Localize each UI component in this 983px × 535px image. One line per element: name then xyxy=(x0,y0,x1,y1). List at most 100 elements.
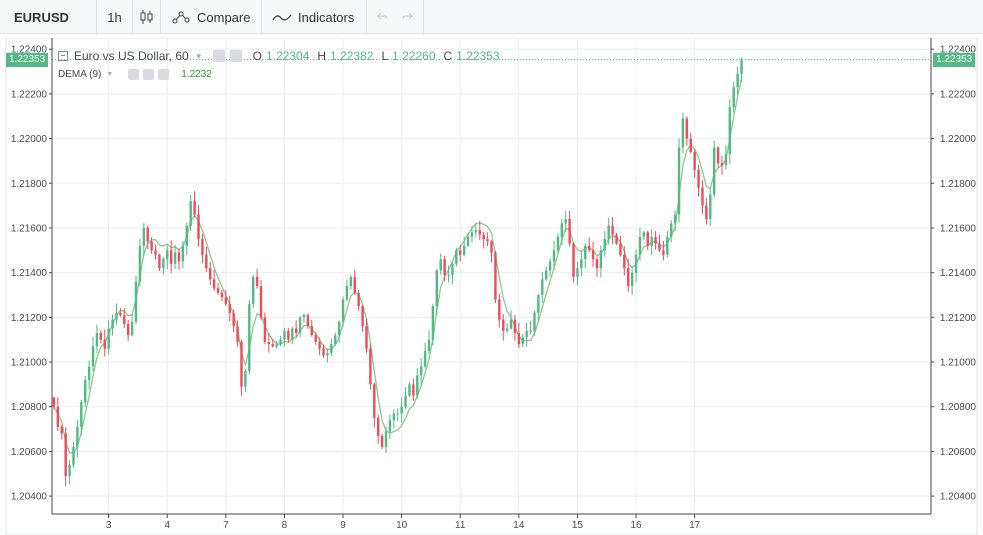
last-price-tag-right: 1.22353 xyxy=(933,53,975,67)
candle-body xyxy=(381,436,383,447)
x-tick-label: 7 xyxy=(223,520,229,531)
candle-body xyxy=(334,335,336,344)
candle-body xyxy=(225,297,227,304)
series-menu-caret-icon[interactable]: ▼ xyxy=(195,52,203,61)
y-tick-label-left: 1.22200 xyxy=(11,89,48,100)
y-tick-label-left: 1.20600 xyxy=(11,447,48,458)
open-label: O xyxy=(253,49,262,63)
indicator-legend[interactable]: DEMA (9) ▼ 1.2232 xyxy=(58,69,212,80)
candle-body xyxy=(475,230,477,232)
candle-body xyxy=(424,351,426,367)
x-tick-label: 8 xyxy=(282,520,288,531)
symbol-search[interactable]: EURUSD xyxy=(0,0,97,34)
y-tick-label-left: 1.21600 xyxy=(11,223,48,234)
redo-icon[interactable] xyxy=(402,12,413,22)
chart-type-button[interactable] xyxy=(133,0,161,34)
candle-body xyxy=(502,320,504,331)
candle-body xyxy=(193,201,195,214)
candle-body xyxy=(57,407,59,427)
candle-body xyxy=(295,329,297,333)
candles-icon xyxy=(139,9,155,25)
candle-body xyxy=(346,286,348,299)
candle-body xyxy=(240,342,242,387)
candle-body xyxy=(416,375,418,395)
candle-body xyxy=(232,313,234,326)
indicator-settings-icon[interactable] xyxy=(143,69,154,80)
candle-body xyxy=(100,333,102,340)
candle-body xyxy=(721,163,723,165)
price-chart[interactable]: 1.22400 1.22200 1.22000 1.21800 1.21600 1.214… xyxy=(0,38,983,535)
candle-body xyxy=(393,413,395,420)
undo-icon[interactable] xyxy=(377,12,388,22)
candle-body xyxy=(236,326,238,342)
collapse-legend-icon[interactable] xyxy=(58,51,68,61)
candle-body xyxy=(553,250,555,261)
candle-body xyxy=(682,118,684,147)
candle-body xyxy=(701,188,703,206)
indicator-menu-caret-icon[interactable]: ▼ xyxy=(106,71,113,78)
candle-body xyxy=(186,226,188,246)
candle-body xyxy=(88,367,90,380)
low-label: L xyxy=(381,49,388,63)
candle-body xyxy=(283,331,285,340)
indicator-eye-icon[interactable] xyxy=(128,69,139,80)
candle-body xyxy=(365,326,367,348)
settings-icon[interactable] xyxy=(230,50,242,62)
candle xyxy=(678,138,680,222)
candle-body xyxy=(299,317,301,333)
y-tick-label-right: 1.22200 xyxy=(940,89,977,100)
y-tick-label-right: 1.21600 xyxy=(940,223,977,234)
indicator-close-icon[interactable] xyxy=(158,69,169,80)
candle-body xyxy=(486,239,488,241)
candle xyxy=(494,251,496,303)
x-tick-label: 11 xyxy=(455,520,466,531)
candle-body xyxy=(432,306,434,340)
candle-body xyxy=(170,250,172,263)
candle-body xyxy=(80,402,82,427)
candle-body xyxy=(229,304,231,313)
candle-body xyxy=(627,268,629,286)
candle-body xyxy=(252,277,254,304)
candle-body xyxy=(525,331,527,338)
candle xyxy=(135,275,137,324)
candle-body xyxy=(705,206,707,219)
candle-body xyxy=(107,329,109,349)
candle-body xyxy=(729,107,731,154)
y-tick-label-right: 1.20400 xyxy=(940,492,977,503)
candle-body xyxy=(674,215,676,224)
eye-icon[interactable] xyxy=(213,50,225,62)
y-tick-label-right: 1.21800 xyxy=(940,179,977,190)
candle-body xyxy=(354,277,356,293)
candle-body xyxy=(498,299,500,319)
candle-body xyxy=(643,232,645,236)
x-tick-label: 17 xyxy=(689,520,701,531)
compare-label: Compare xyxy=(197,10,250,25)
indicator-value: 1.2232 xyxy=(181,69,212,80)
candle-body xyxy=(357,293,359,306)
y-tick-label-left: 1.22000 xyxy=(11,134,48,145)
compare-button[interactable]: Compare xyxy=(161,0,262,34)
candle-body xyxy=(64,434,66,476)
candle-body xyxy=(189,201,191,226)
candle xyxy=(369,344,371,390)
candle-body xyxy=(451,264,453,275)
x-tick-label: 4 xyxy=(164,520,170,531)
candle-body xyxy=(322,349,324,356)
main-series-legend[interactable]: Euro vs US Dollar, 60 ▼ O 1.22304 H 1.22… xyxy=(58,49,504,63)
candle-body xyxy=(260,286,262,317)
candle-body xyxy=(369,349,371,385)
candle-body xyxy=(557,237,559,250)
undo-redo-group xyxy=(367,0,424,34)
candle-body xyxy=(604,239,606,250)
chart-container[interactable]: 1.22400 1.22200 1.22000 1.21800 1.21600 1.214… xyxy=(0,38,983,535)
candle-body xyxy=(541,279,543,295)
candle-body xyxy=(736,74,738,87)
candle-body xyxy=(287,331,289,340)
indicators-button[interactable]: Indicators xyxy=(262,0,367,34)
candle-body xyxy=(311,326,313,335)
interval-button[interactable]: 1h xyxy=(97,0,133,34)
candle-body xyxy=(119,313,121,315)
candle-body xyxy=(201,239,203,255)
y-tick-label-right: 1.20800 xyxy=(940,402,977,413)
candle-body xyxy=(154,250,156,254)
